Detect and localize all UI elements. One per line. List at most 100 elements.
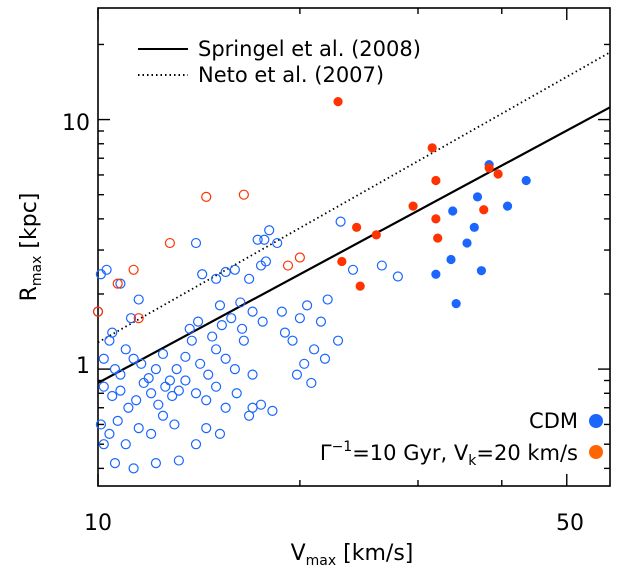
cdm-open-point xyxy=(104,428,115,439)
cdm-open-point xyxy=(115,369,126,380)
decay-open-point xyxy=(128,264,139,275)
cdm-open-point xyxy=(190,388,202,399)
cdm-open-point xyxy=(115,278,126,289)
cdm-open-point xyxy=(184,323,195,334)
cdm-filled-point xyxy=(469,222,479,232)
cdm-open-point xyxy=(220,402,231,413)
cdm-open-point xyxy=(190,237,202,249)
plot-frame xyxy=(97,7,611,487)
cdm-open-point xyxy=(150,458,162,469)
cdm-open-point xyxy=(214,428,226,439)
cdm-open-point xyxy=(291,369,303,380)
cdm-open-point xyxy=(133,423,144,434)
cdm-open-point xyxy=(315,316,327,327)
cdm-open-point xyxy=(167,390,178,402)
cdm-open-point xyxy=(98,381,109,392)
cdm-open-point xyxy=(229,363,240,375)
cdm-open-point xyxy=(229,264,240,275)
y-tick-label: 10 xyxy=(62,111,90,136)
decay-filled-point xyxy=(427,143,437,153)
cdm-open-point xyxy=(131,395,142,406)
cdm-open-point xyxy=(95,419,106,430)
cdm-open-point xyxy=(287,335,298,346)
cdm-open-point xyxy=(279,327,291,338)
x-axis-title: Vmax [km/s] xyxy=(291,541,414,569)
marker-legend: CDM Γ−1=10 Gyr, Vk=20 km/s xyxy=(320,409,603,469)
decay-open-point xyxy=(238,189,249,200)
cdm-open-point xyxy=(252,234,263,245)
tick-labels: 10 50 1 10 xyxy=(62,111,584,536)
cdm-open-point xyxy=(101,264,112,275)
cdm-open-point xyxy=(169,419,180,430)
cdm-filled-point xyxy=(448,206,458,216)
decay-filled-point xyxy=(479,205,489,215)
cdm-open-point xyxy=(186,335,197,346)
y-tick-label: 1 xyxy=(76,354,90,379)
cdm-filled-point xyxy=(431,269,441,279)
cdm-open-point xyxy=(157,410,169,421)
cdm-open-point xyxy=(173,385,184,396)
cdm-open-point xyxy=(109,458,121,469)
cdm-open-point xyxy=(210,381,222,392)
cdm-open-point xyxy=(104,335,115,346)
cdm-open-point xyxy=(332,335,344,346)
cdm-open-point xyxy=(247,306,258,317)
decay-filled-point xyxy=(484,163,494,173)
cdm-open-point xyxy=(264,225,275,236)
cdm-open-point xyxy=(236,323,248,334)
decay-filled-point xyxy=(337,256,347,267)
cdm-open-point xyxy=(98,353,109,364)
cdm-open-point xyxy=(153,399,164,410)
cdm-open-point xyxy=(143,373,154,384)
cdm-open-point xyxy=(276,306,287,317)
cdm-open-point xyxy=(210,344,222,355)
decay-open-point xyxy=(112,278,123,289)
cdm-open-point xyxy=(207,331,218,342)
cdm-open-point xyxy=(190,439,202,450)
cdm-open-point xyxy=(128,353,139,364)
cdm-open-point xyxy=(301,300,313,311)
cdm-open-point xyxy=(238,335,249,346)
decay-filled-point xyxy=(431,175,441,186)
cdm-open-point xyxy=(259,234,270,245)
cdm-open-point xyxy=(128,463,139,474)
cdm-open-point xyxy=(247,369,258,380)
cdm-open-point xyxy=(180,351,191,362)
decay-filled-point xyxy=(355,281,365,291)
cdm-open-point xyxy=(347,264,359,275)
decay-filled-point xyxy=(333,97,343,107)
cdm-open-point xyxy=(392,271,403,282)
cdm-open-point xyxy=(220,353,231,364)
cdm-open-point xyxy=(160,381,171,392)
cdm-open-point xyxy=(216,320,227,331)
cdm-open-point xyxy=(195,358,206,369)
decay-filled-point xyxy=(408,201,418,211)
cdm-open-point xyxy=(203,369,214,380)
cdm-open-point xyxy=(231,388,242,399)
cdm-open-point xyxy=(214,300,226,311)
cdm-open-point xyxy=(308,344,320,355)
decay-open-point xyxy=(133,313,144,324)
cdm-open-point xyxy=(319,353,331,364)
cdm-filled-point xyxy=(502,201,513,211)
line-legend: Springel et al. (2008) Neto et al. (2007… xyxy=(138,37,421,87)
cdm-open-point xyxy=(98,439,109,450)
cdm-open-point xyxy=(267,405,278,416)
cdm-open-point xyxy=(201,423,212,434)
cdm-open-point xyxy=(299,358,310,369)
cdm-open-point xyxy=(226,313,237,324)
cdm-filled-point xyxy=(521,175,531,186)
decay-open-point xyxy=(92,306,104,317)
decay-filled-point xyxy=(431,214,441,224)
cdm-open-point xyxy=(210,273,222,284)
decay-filled-point xyxy=(352,222,362,232)
cdm-open-point xyxy=(272,237,283,249)
cdm-open-point xyxy=(164,375,176,386)
cdm-open-point xyxy=(138,377,149,389)
cdm-open-point xyxy=(109,363,121,375)
cdm-open-point xyxy=(376,260,387,271)
cdm-filled-point xyxy=(472,192,483,202)
cdm-open-point xyxy=(235,297,246,308)
cdm-open-point xyxy=(197,269,208,280)
